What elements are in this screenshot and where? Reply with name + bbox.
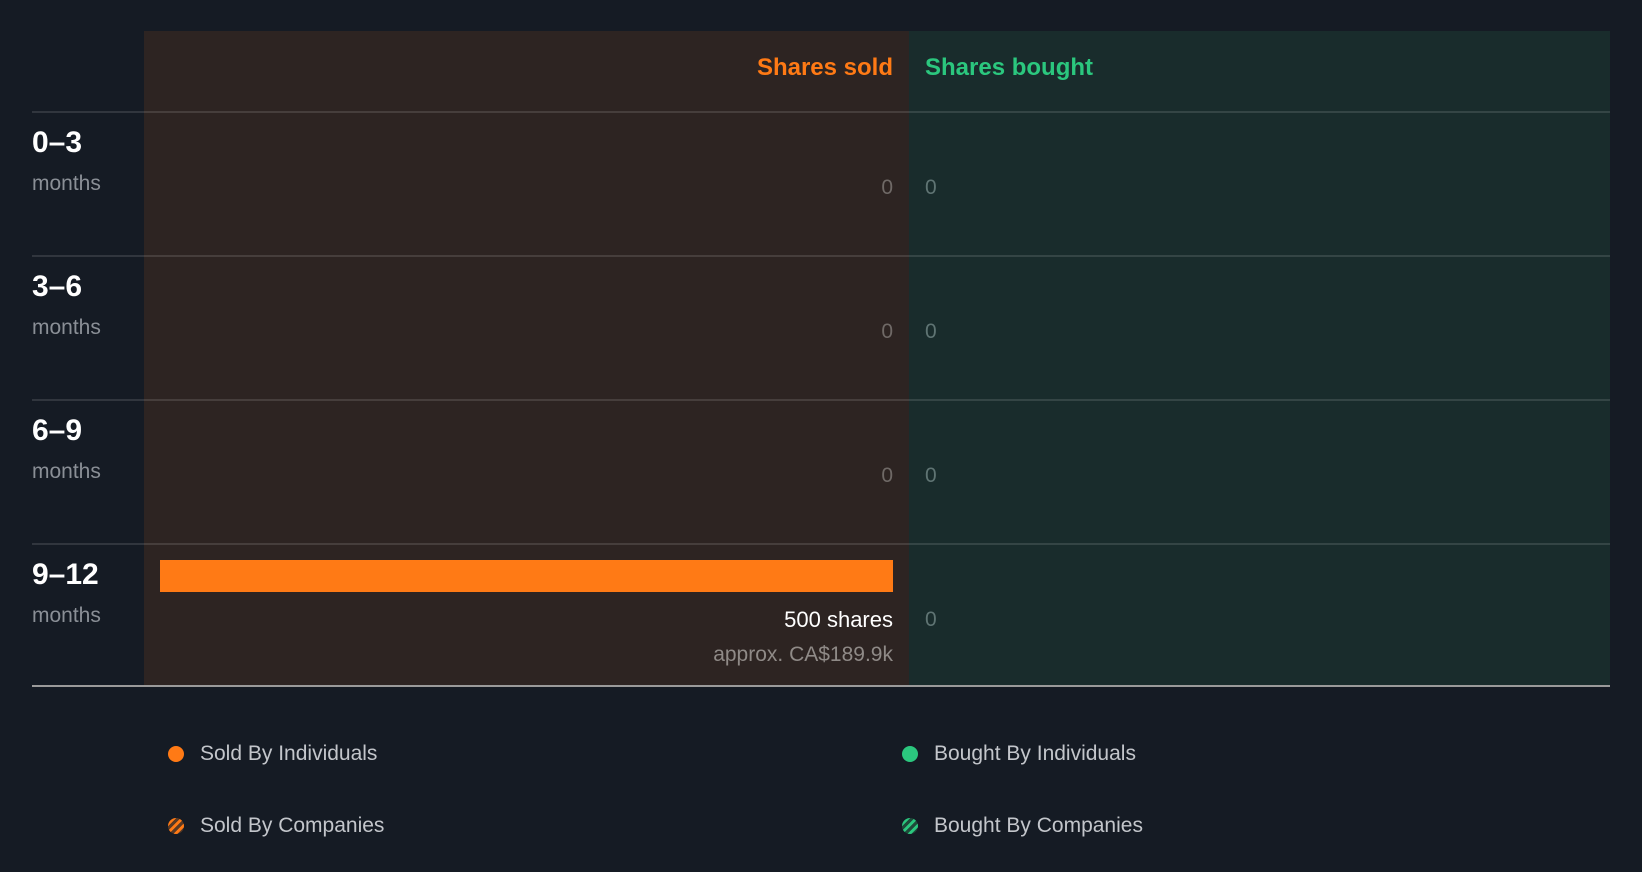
legend-label: Sold By Individuals (200, 742, 378, 765)
row-range-label: 3–6 (32, 270, 83, 303)
sold-value: 0 (881, 320, 893, 343)
legend-label: Bought By Individuals (934, 742, 1136, 765)
solid-green-dot-icon (902, 746, 918, 762)
row-unit-label: months (32, 604, 101, 627)
row-6-9-months: 6–9 months 0 0 (0, 400, 1642, 544)
row-divider (32, 399, 1610, 401)
legend-sold-by-individuals: Sold By Individuals (168, 742, 377, 766)
bought-value: 0 (925, 608, 937, 631)
legend-sold-by-companies: Sold By Companies (168, 814, 384, 838)
row-range-label: 9–12 (32, 558, 99, 591)
striped-orange-dot-icon (168, 818, 184, 834)
row-divider (32, 255, 1610, 257)
sold-value: 0 (881, 464, 893, 487)
row-9-12-months: 9–12 months 500 shares approx. CA$189.9k… (0, 544, 1642, 688)
shares-bought-panel (909, 31, 1610, 686)
row-unit-label: months (32, 316, 101, 339)
bought-value: 0 (925, 176, 937, 199)
legend-bought-by-individuals: Bought By Individuals (902, 742, 1136, 766)
legend-label: Bought By Companies (934, 814, 1143, 837)
row-0-3-months: 0–3 months 0 0 (0, 112, 1642, 256)
bought-value: 0 (925, 320, 937, 343)
sold-value: 0 (881, 176, 893, 199)
row-range-label: 6–9 (32, 414, 83, 447)
row-3-6-months: 3–6 months 0 0 (0, 256, 1642, 400)
shares-sold-header: Shares sold (756, 54, 893, 81)
legend-label: Sold By Companies (200, 814, 385, 837)
shares-sold-bar[interactable] (160, 560, 893, 592)
legend-bought-by-companies: Bought By Companies (902, 814, 1143, 838)
sold-approx-value: approx. CA$189.9k (713, 643, 893, 666)
row-unit-label: months (32, 172, 101, 195)
sold-shares-count: 500 shares (784, 607, 893, 632)
row-divider (32, 111, 1610, 113)
solid-orange-dot-icon (168, 746, 184, 762)
row-unit-label: months (32, 460, 101, 483)
axis-baseline (32, 685, 1610, 687)
bought-value: 0 (925, 464, 937, 487)
row-range-label: 0–3 (32, 126, 83, 159)
row-divider (32, 543, 1610, 545)
striped-green-dot-icon (902, 818, 918, 834)
shares-bought-header: Shares bought (925, 54, 1094, 81)
